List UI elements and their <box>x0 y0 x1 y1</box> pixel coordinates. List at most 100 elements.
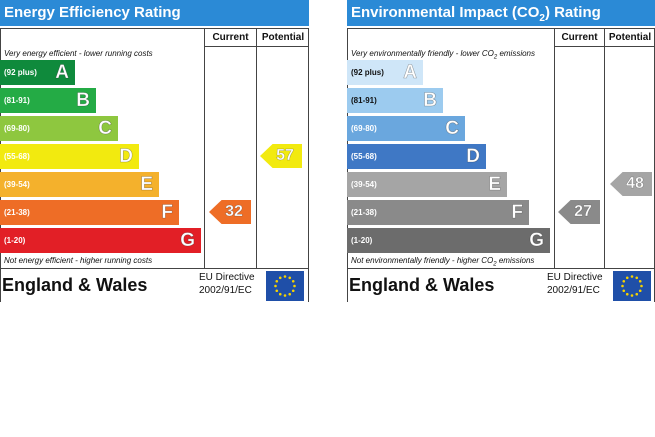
band-letter: E <box>488 174 501 196</box>
potential-rating-arrow: 57 <box>260 144 302 168</box>
top-note-suffix: emissions <box>497 49 536 58</box>
directive-line-2: 2002/91/EC <box>199 285 252 296</box>
flag-star <box>288 292 292 296</box>
band-range-label: (1-20) <box>351 236 373 245</box>
band-letter: C <box>98 118 112 140</box>
band-letter: D <box>119 146 133 168</box>
band-letter: G <box>529 230 544 252</box>
column-header-current: Current <box>212 32 249 43</box>
column-header-current: Current <box>561 32 598 43</box>
footer-divider <box>0 268 309 269</box>
rating-band-b: (81-91) B <box>0 88 96 113</box>
column-header-potential: Potential <box>608 32 652 43</box>
rating-band-f: (21-38) F <box>347 200 529 225</box>
current-rating-arrow: 27 <box>558 200 600 224</box>
flag-star <box>630 275 634 278</box>
rating-band-g: (1-20) G <box>347 228 550 253</box>
flag-star <box>288 276 292 280</box>
column-divider <box>256 28 257 269</box>
band-letter: F <box>161 202 173 224</box>
rating-band-d: (55-68) D <box>0 144 139 169</box>
column-divider <box>604 28 605 269</box>
column-divider <box>204 28 205 269</box>
chart-title: Energy Efficiency Rating <box>0 0 309 26</box>
current-rating-value: 32 <box>225 203 243 221</box>
flag-star <box>291 279 295 283</box>
band-range-label: (81-91) <box>4 96 30 105</box>
footer-divider <box>347 268 655 269</box>
bottom-note: Not energy efficient - higher running co… <box>4 256 153 265</box>
rating-band-e: (39-54) E <box>0 172 159 197</box>
rating-band-c: (69-80) C <box>347 116 465 141</box>
flag-star <box>283 275 287 278</box>
directive-line-2: 2002/91/EC <box>547 285 600 296</box>
flag-star <box>283 294 287 297</box>
top-note-subscript: 2 <box>493 54 498 61</box>
band-letter: A <box>55 62 69 84</box>
flag-star <box>621 284 624 288</box>
band-letter: G <box>180 230 195 252</box>
energy-efficiency-chart: Energy Efficiency Rating Current Potenti… <box>0 0 309 302</box>
band-range-label: (1-20) <box>4 236 26 245</box>
eu-flag-icon <box>266 271 304 301</box>
flag-star <box>625 292 629 296</box>
flag-star <box>630 294 634 297</box>
potential-rating-value: 57 <box>276 147 294 165</box>
flag-star <box>275 289 279 293</box>
bottom-note-suffix: emissions <box>496 256 535 265</box>
band-range-label: (39-54) <box>4 180 30 189</box>
flag-star <box>638 289 642 293</box>
flag-star <box>622 279 626 283</box>
band-letter: B <box>76 90 90 112</box>
band-range-label: (55-68) <box>4 152 30 161</box>
flag-star <box>635 292 639 296</box>
rating-band-a: (92 plus) A <box>347 60 423 85</box>
directive-line-1: EU Directive <box>547 272 603 283</box>
rating-band-g: (1-20) G <box>0 228 201 253</box>
rating-band-d: (55-68) D <box>347 144 486 169</box>
flag-star <box>622 289 626 293</box>
band-range-label: (69-80) <box>4 124 30 133</box>
flag-star <box>638 279 642 283</box>
eu-directive: EU Directive 2002/91/EC <box>547 271 603 297</box>
flag-star <box>275 279 279 283</box>
band-range-label: (69-80) <box>351 124 377 133</box>
band-letter: E <box>140 174 153 196</box>
flag-star <box>635 276 639 280</box>
country-label: England & Wales <box>2 275 148 295</box>
header-divider <box>554 46 655 47</box>
flag-star <box>274 284 277 288</box>
chart-title-subscript: 2 <box>539 13 545 24</box>
chart-title-prefix: Environmental Impact (CO <box>351 4 540 21</box>
column-divider <box>554 28 555 269</box>
rating-band-a: (92 plus) A <box>0 60 75 85</box>
flag-star <box>278 292 282 296</box>
band-range-label: (39-54) <box>351 180 377 189</box>
top-note-prefix: Very environmentally friendly - lower CO <box>351 49 494 58</box>
rating-band-f: (21-38) F <box>0 200 179 225</box>
current-rating-value: 27 <box>574 203 592 221</box>
band-range-label: (55-68) <box>351 152 377 161</box>
chart-title-suffix: ) Rating <box>544 4 601 21</box>
band-letter: F <box>511 202 523 224</box>
potential-rating-value: 48 <box>626 175 644 193</box>
flag-star <box>291 289 295 293</box>
directive-line-1: EU Directive <box>199 272 255 283</box>
band-range-label: (21-38) <box>351 208 377 217</box>
current-rating-arrow: 32 <box>209 200 251 224</box>
rating-band-b: (81-91) B <box>347 88 443 113</box>
band-letter: B <box>423 90 437 112</box>
top-note: Very environmentally friendly - lower CO… <box>351 49 535 61</box>
band-letter: C <box>445 118 459 140</box>
eu-flag-icon <box>613 271 651 301</box>
flag-star <box>625 276 629 280</box>
flag-star <box>278 276 282 280</box>
chart-title: Environmental Impact (CO2) Rating <box>347 0 655 26</box>
flag-star <box>640 284 643 288</box>
band-range-label: (21-38) <box>4 208 30 217</box>
bottom-note-subscript: 2 <box>493 261 497 268</box>
environmental-impact-chart: Environmental Impact (CO2) Rating Curren… <box>347 0 655 302</box>
header-divider <box>204 46 309 47</box>
rating-band-e: (39-54) E <box>347 172 507 197</box>
bottom-note: Not environmentally friendly - higher CO… <box>351 256 534 268</box>
